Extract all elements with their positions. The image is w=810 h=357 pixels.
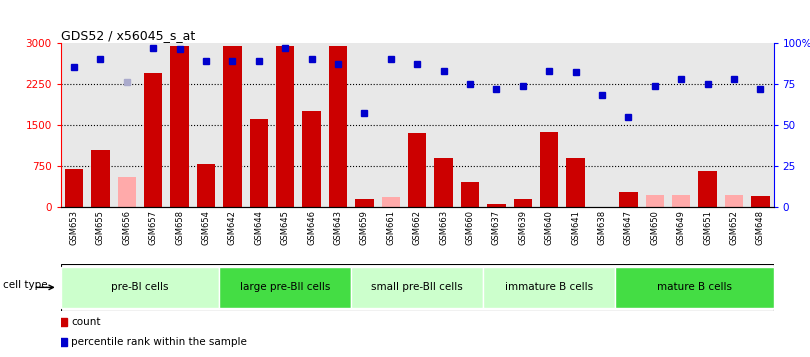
Text: GSM662: GSM662 bbox=[412, 210, 422, 245]
Text: GSM637: GSM637 bbox=[492, 210, 501, 245]
Text: GSM653: GSM653 bbox=[70, 210, 79, 245]
Bar bbox=[170, 46, 189, 207]
Bar bbox=[276, 46, 294, 207]
Bar bbox=[751, 196, 769, 207]
Text: GSM639: GSM639 bbox=[518, 210, 527, 245]
Text: pre-BI cells: pre-BI cells bbox=[111, 282, 168, 292]
Bar bbox=[302, 111, 321, 207]
Text: GSM661: GSM661 bbox=[386, 210, 395, 245]
Bar bbox=[566, 158, 585, 207]
Text: GSM651: GSM651 bbox=[703, 210, 712, 245]
Bar bbox=[698, 171, 717, 207]
Text: GSM663: GSM663 bbox=[439, 210, 448, 245]
FancyArrowPatch shape bbox=[36, 285, 53, 290]
Text: cell type: cell type bbox=[3, 280, 48, 290]
Bar bbox=[144, 73, 162, 207]
Text: GSM655: GSM655 bbox=[96, 210, 104, 245]
Text: GSM645: GSM645 bbox=[280, 210, 290, 245]
Text: GSM641: GSM641 bbox=[571, 210, 580, 245]
FancyBboxPatch shape bbox=[61, 264, 774, 311]
FancyBboxPatch shape bbox=[615, 266, 774, 308]
Bar bbox=[461, 182, 480, 207]
Text: GSM643: GSM643 bbox=[334, 210, 343, 245]
Text: GSM652: GSM652 bbox=[730, 210, 739, 245]
Bar bbox=[223, 46, 241, 207]
Bar bbox=[725, 195, 744, 207]
Bar bbox=[646, 195, 664, 207]
Bar bbox=[249, 120, 268, 207]
Bar bbox=[117, 177, 136, 207]
Bar bbox=[540, 131, 558, 207]
Bar bbox=[619, 192, 637, 207]
FancyBboxPatch shape bbox=[352, 266, 483, 308]
FancyBboxPatch shape bbox=[220, 266, 352, 308]
FancyBboxPatch shape bbox=[61, 266, 220, 308]
Text: count: count bbox=[71, 317, 101, 327]
Text: small pre-BII cells: small pre-BII cells bbox=[371, 282, 463, 292]
Text: GSM638: GSM638 bbox=[598, 210, 607, 245]
Text: GSM660: GSM660 bbox=[466, 210, 475, 245]
Bar bbox=[91, 150, 109, 207]
Bar bbox=[382, 197, 400, 207]
Text: GSM646: GSM646 bbox=[307, 210, 316, 245]
Text: GSM657: GSM657 bbox=[149, 210, 158, 245]
Bar bbox=[197, 164, 215, 207]
Text: immature B cells: immature B cells bbox=[505, 282, 593, 292]
FancyBboxPatch shape bbox=[483, 266, 615, 308]
Text: GSM659: GSM659 bbox=[360, 210, 369, 245]
Bar bbox=[672, 195, 690, 207]
Text: GSM647: GSM647 bbox=[624, 210, 633, 245]
Text: GSM658: GSM658 bbox=[175, 210, 184, 245]
Bar bbox=[434, 158, 453, 207]
Text: percentile rank within the sample: percentile rank within the sample bbox=[71, 337, 247, 347]
Bar bbox=[329, 46, 347, 207]
Text: GDS52 / x56045_s_at: GDS52 / x56045_s_at bbox=[61, 29, 195, 42]
Text: GSM650: GSM650 bbox=[650, 210, 659, 245]
Bar bbox=[408, 133, 426, 207]
Text: mature B cells: mature B cells bbox=[657, 282, 732, 292]
Text: GSM640: GSM640 bbox=[544, 210, 554, 245]
Text: GSM654: GSM654 bbox=[202, 210, 211, 245]
Text: GSM642: GSM642 bbox=[228, 210, 237, 245]
Bar bbox=[487, 204, 505, 207]
Bar bbox=[65, 169, 83, 207]
Text: large pre-BII cells: large pre-BII cells bbox=[240, 282, 330, 292]
Bar bbox=[355, 199, 373, 207]
Text: GSM649: GSM649 bbox=[676, 210, 685, 245]
Bar bbox=[514, 199, 532, 207]
Text: GSM648: GSM648 bbox=[756, 210, 765, 245]
Text: GSM656: GSM656 bbox=[122, 210, 131, 245]
Text: GSM644: GSM644 bbox=[254, 210, 263, 245]
